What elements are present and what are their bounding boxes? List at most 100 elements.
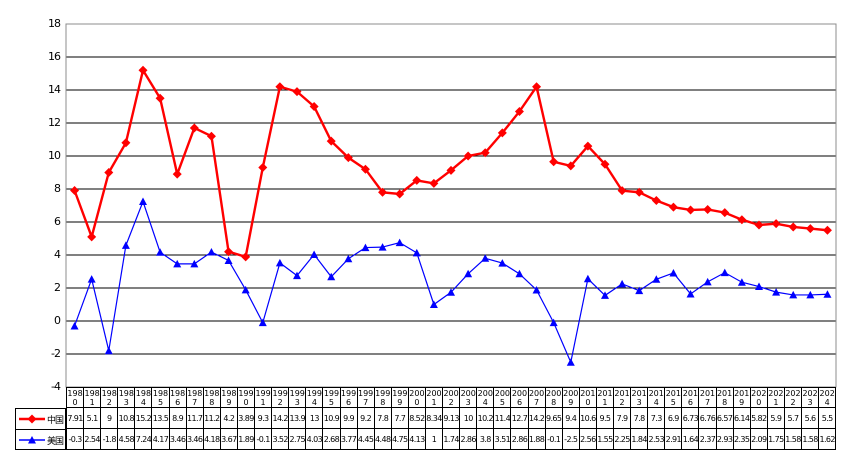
china-series-marker xyxy=(258,163,268,173)
year-cell: 199 7 xyxy=(358,388,375,407)
year-cell: 200 7 xyxy=(528,388,546,407)
china-value-cell: 6.57 xyxy=(717,408,734,428)
usa-legend-marker xyxy=(28,436,36,444)
usa-series-marker xyxy=(498,259,507,267)
usa-series-marker xyxy=(70,321,79,330)
year-cell: 201 6 xyxy=(682,388,700,407)
usa-value-cell: 2.86 xyxy=(511,429,529,449)
china-value-cell: 5.5 xyxy=(819,408,837,428)
china-value-cell: 10.6 xyxy=(580,408,597,428)
usa-series-marker xyxy=(686,289,695,298)
usa-series-marker xyxy=(361,243,370,252)
usa-value-cell: 2.56 xyxy=(580,429,597,449)
usa-value-cell: 2.09 xyxy=(751,429,768,449)
usa-value-cell: 4.18 xyxy=(204,429,221,449)
china-series-marker xyxy=(326,136,336,146)
china-value-cell: 8.34 xyxy=(426,408,444,428)
china-legend-marker xyxy=(27,414,37,424)
year-cell: 201 0 xyxy=(580,388,597,407)
year-cell: 202 0 xyxy=(751,388,768,407)
china-series-marker xyxy=(480,148,490,158)
usa-value-cell: 2.25 xyxy=(614,429,632,449)
year-cell: 198 6 xyxy=(169,388,187,407)
china-value-cell: 13 xyxy=(306,408,324,428)
usa-value-cell: 4.17 xyxy=(152,429,170,449)
china-value-cell: 9.3 xyxy=(255,408,273,428)
year-cell: 199 3 xyxy=(289,388,307,407)
usa-value-cell: 4.48 xyxy=(375,429,392,449)
china-value-cell: 5.7 xyxy=(785,408,803,428)
y-axis-label: -2 xyxy=(51,347,61,360)
y-axis-label: 18 xyxy=(48,17,61,30)
china-series-marker xyxy=(70,185,80,195)
china-value-cell: 7.8 xyxy=(375,408,392,428)
y-axis-label: 0 xyxy=(54,314,61,327)
usa-series-marker xyxy=(344,254,353,263)
china-value-cell: 13.5 xyxy=(152,408,170,428)
year-cell: 200 4 xyxy=(477,388,495,407)
usa-value-cell: 1 xyxy=(426,429,444,449)
china-series-marker xyxy=(497,128,507,138)
china-series-marker xyxy=(224,247,234,257)
china-series-marker xyxy=(463,151,473,161)
china-value-cell: 13.9 xyxy=(289,408,307,428)
usa-series-marker xyxy=(87,275,96,283)
usa-value-cell: 1.74 xyxy=(443,429,461,449)
usa-series-marker xyxy=(412,248,421,257)
usa-value-cell: 2.53 xyxy=(648,429,666,449)
usa-value-cell: 1.75 xyxy=(768,429,785,449)
china-series-marker xyxy=(155,93,165,103)
china-value-cell: 12.7 xyxy=(511,408,529,428)
y-axis-label: -4 xyxy=(51,380,61,393)
year-cell: 199 0 xyxy=(238,388,256,407)
china-value-cell: 11.2 xyxy=(204,408,221,428)
legend-item-usa: 美国 xyxy=(16,430,65,450)
usa-series-marker xyxy=(327,272,336,281)
usa-value-cell: -0.1 xyxy=(546,429,563,449)
china-series-marker xyxy=(514,106,524,116)
usa-value-cell: 1.88 xyxy=(529,429,546,449)
year-cell: 199 6 xyxy=(340,388,358,407)
usa-value-cell: 3.67 xyxy=(221,429,238,449)
china-value-cell: 5.82 xyxy=(751,408,768,428)
year-cell: 201 7 xyxy=(699,388,717,407)
china-series-marker xyxy=(138,65,148,75)
year-cell: 202 2 xyxy=(785,388,803,407)
usa-series-marker xyxy=(241,285,250,294)
china-series-marker xyxy=(583,141,593,151)
usa-series-marker xyxy=(703,277,712,286)
usa-value-cell: 2.93 xyxy=(717,429,734,449)
china-series-marker xyxy=(241,252,251,262)
year-cell: 199 2 xyxy=(272,388,290,407)
usa-value-cell: -0.3 xyxy=(67,429,85,449)
usa-series-marker xyxy=(293,271,301,280)
usa-value-cell: 2.86 xyxy=(460,429,478,449)
usa-value-cell: 7.24 xyxy=(135,429,153,449)
usa-series-marker xyxy=(532,285,541,294)
year-cell: 199 9 xyxy=(392,388,409,407)
china-value-cell: 10.8 xyxy=(118,408,136,428)
china-value-cell: 6.14 xyxy=(734,408,751,428)
china-series-marker xyxy=(617,186,627,196)
china-value-cell: 9.2 xyxy=(358,408,375,428)
usa-series-marker xyxy=(310,250,319,259)
china-value-cell: 10.9 xyxy=(323,408,341,428)
china-series-marker xyxy=(378,187,388,197)
year-cell: 201 4 xyxy=(648,388,666,407)
year-cell: 200 6 xyxy=(511,388,529,407)
year-cell: 198 5 xyxy=(152,388,170,407)
china-series-marker xyxy=(686,205,696,215)
china-series-marker xyxy=(275,82,285,92)
china-series-marker xyxy=(412,175,422,185)
y-axis-label: 6 xyxy=(54,215,61,228)
year-cell: 198 7 xyxy=(187,388,204,407)
usa-series-marker xyxy=(618,279,627,288)
usa-series-marker xyxy=(481,254,490,262)
year-cell: 201 2 xyxy=(614,388,632,407)
china-series-marker xyxy=(566,161,576,171)
china-value-cell: 5.9 xyxy=(768,408,785,428)
usa-series-marker xyxy=(224,256,233,264)
china-series-marker xyxy=(121,138,131,148)
usa-series-marker xyxy=(772,288,781,296)
usa-value-cell: 1.55 xyxy=(597,429,614,449)
